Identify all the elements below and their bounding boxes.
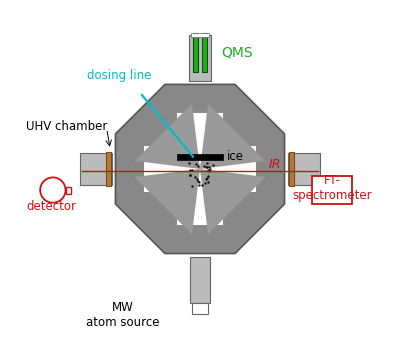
Circle shape bbox=[40, 177, 66, 203]
Bar bbox=[66, 187, 71, 194]
FancyBboxPatch shape bbox=[312, 176, 352, 204]
Text: QMS: QMS bbox=[221, 46, 253, 60]
Bar bbox=[202, 33, 207, 72]
Bar bbox=[177, 113, 223, 225]
Bar bbox=[80, 153, 112, 185]
Polygon shape bbox=[116, 84, 284, 253]
Bar bbox=[289, 151, 294, 187]
Bar bbox=[192, 303, 208, 314]
Bar bbox=[190, 35, 210, 81]
Polygon shape bbox=[134, 169, 200, 234]
Bar bbox=[191, 33, 209, 37]
Polygon shape bbox=[200, 103, 266, 169]
Polygon shape bbox=[134, 103, 200, 169]
Text: IR: IR bbox=[269, 158, 281, 171]
Bar bbox=[144, 146, 256, 192]
Text: UHV chamber: UHV chamber bbox=[26, 120, 107, 133]
Polygon shape bbox=[200, 169, 266, 234]
Bar bbox=[177, 154, 223, 160]
Text: dosing line: dosing line bbox=[87, 69, 152, 82]
Bar bbox=[190, 257, 210, 303]
Text: FT-
spectrometer: FT- spectrometer bbox=[292, 174, 372, 202]
Text: detector: detector bbox=[26, 201, 76, 214]
Bar bbox=[106, 151, 111, 187]
Text: MW
atom source: MW atom source bbox=[86, 301, 159, 329]
Text: ice: ice bbox=[226, 151, 243, 163]
Bar bbox=[288, 153, 320, 185]
Bar bbox=[193, 33, 198, 72]
